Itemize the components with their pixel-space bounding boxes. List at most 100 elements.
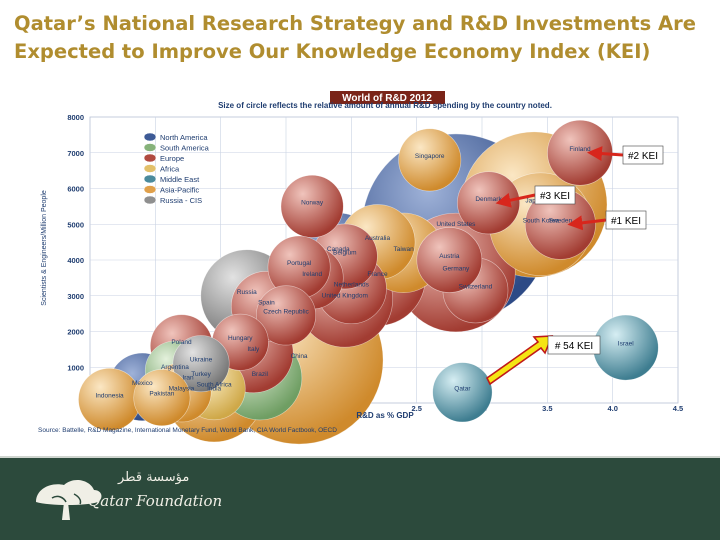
banner-background	[330, 91, 445, 104]
callout-box	[605, 210, 647, 230]
bubble-ukraine	[172, 335, 230, 393]
callout-label: # 54 KEI	[555, 341, 593, 352]
y-tick-label: 2000	[67, 328, 84, 337]
x-tick-label: 4.0	[607, 404, 617, 413]
bubble-label: Portugal	[287, 260, 312, 267]
research-bubble-chart: World of R&D 2012 Size of circle reflect…	[38, 91, 683, 445]
y-tick-label: 3000	[67, 292, 84, 301]
y-tick-labels: 010002000300040005000600070008000	[67, 113, 84, 408]
bubble-label: South Korea	[523, 217, 560, 224]
bubble-layer: United States China Japan Germany South Kore…	[78, 119, 659, 445]
bubble-label: United Kingdom	[322, 292, 368, 299]
bubble-label: Ukraine	[190, 357, 213, 364]
bubble-norway	[280, 174, 344, 238]
callout-arrow	[587, 146, 624, 162]
bubble-label: Netherlands	[334, 282, 370, 289]
legend-swatch	[143, 195, 157, 205]
footer-bar	[0, 458, 720, 540]
bubble-label: Poland	[171, 339, 192, 346]
x-axis-label: R&D as % GDP	[356, 411, 414, 420]
bubble-label: Malaysia	[169, 385, 195, 392]
bubble-label: Iran	[182, 375, 194, 382]
x-tick-label: 3.5	[542, 404, 552, 413]
bubble-label: Russia	[237, 289, 257, 296]
bubble-singapore	[398, 128, 462, 192]
bubble-label: Norway	[301, 199, 324, 206]
bubble-denmark	[457, 171, 520, 235]
bubble-label: Switzerland	[459, 283, 493, 290]
y-tick-label: 4000	[67, 256, 84, 265]
bubble-label: Italy	[247, 346, 260, 353]
bubble-czech-republic	[256, 285, 316, 346]
y-axis-label: Scientists & Engineers/Million People	[41, 190, 48, 306]
bubble-label: Brazil	[252, 371, 269, 378]
tree-logo-icon	[36, 479, 102, 520]
callout-box	[622, 145, 664, 165]
bubble-label: Ireland	[302, 271, 322, 278]
chart-banner-text: World of R&D 2012	[342, 93, 432, 104]
legend-label: South America	[160, 144, 210, 153]
bubble-label: Israel	[618, 341, 634, 348]
bubble-pakistan	[133, 369, 191, 427]
slide-title: Qatar’s National Research Strategy and R…	[14, 12, 696, 63]
bubble-label: Austria	[439, 253, 460, 260]
bubble-label: South Africa	[197, 382, 232, 389]
bubble-label: Pakistan	[149, 391, 174, 398]
bubble-label: Sweden	[549, 217, 573, 224]
bubble-label: Canada	[327, 246, 350, 253]
bubble-label: Indonesia	[95, 392, 124, 399]
bubble-label: Mexico	[132, 380, 153, 387]
bubble-austria	[416, 227, 483, 293]
bubble-qatar	[432, 362, 493, 423]
bubble-label: China	[291, 353, 308, 360]
bubble-label: Germany	[442, 266, 469, 273]
legend-swatch	[143, 153, 157, 163]
bubble-label: Denmark	[475, 196, 502, 203]
callout-label: #3 KEI	[540, 191, 570, 202]
footer-divider	[0, 456, 720, 459]
legend-swatch	[143, 174, 157, 184]
y-tick-label: 1000	[67, 363, 84, 372]
callout-label: #1 KEI	[611, 216, 641, 227]
bubble-label: Singapore	[415, 153, 445, 160]
callout-box	[534, 185, 576, 205]
chart-source: Source: Battelle, R&D Magazine, Internat…	[38, 427, 337, 434]
callout-arrow	[495, 192, 536, 208]
callout-arrow	[567, 215, 607, 231]
bubble-label: Spain	[258, 299, 275, 306]
bubble-finland	[547, 119, 613, 186]
bubble-label: Belgium	[333, 249, 356, 256]
legend-label: Asia-Pacific	[160, 186, 199, 195]
y-tick-label: 5000	[67, 220, 84, 229]
legend-label: Russia - CIS	[160, 196, 202, 205]
legend-label: Middle East	[160, 175, 200, 184]
bubble-label: Argentina	[161, 364, 189, 371]
kei-callouts: #2 KEI #3 KEI #1 KEI # 54 KEI	[485, 145, 664, 386]
y-tick-label: 6000	[67, 185, 84, 194]
callout-label: #2 KEI	[628, 151, 658, 162]
legend-swatch	[143, 164, 157, 173]
bubble-label: Hungary	[228, 335, 253, 342]
bubble-label: Qatar	[454, 385, 471, 392]
legend-label: North America	[160, 133, 208, 142]
bubble-label: India	[207, 385, 221, 392]
legend-swatch	[143, 132, 157, 142]
bubble-label: Finland	[569, 146, 591, 153]
bubble-label: Taiwan	[393, 246, 414, 253]
footer-org-arabic: مؤسسة قطر	[118, 470, 190, 485]
bubble-label: Czech Republic	[263, 308, 309, 315]
legend-label: Europe	[160, 154, 184, 163]
y-tick-label: 8000	[67, 113, 84, 122]
x-tick-label: 2.5	[411, 404, 421, 413]
x-tick-label: 4.5	[673, 404, 683, 413]
chart-subtitle: Size of circle reflects the relative amo…	[218, 101, 552, 110]
legend-label: Africa	[160, 165, 180, 174]
legend-swatch	[143, 185, 157, 194]
legend-swatch	[143, 143, 157, 152]
footer-org-name: Qatar Foundation	[88, 492, 223, 510]
y-tick-label: 7000	[67, 149, 84, 158]
bubble-label: Japan	[525, 198, 543, 205]
chart-banner: World of R&D 2012	[330, 91, 445, 104]
callout-box	[547, 335, 601, 355]
